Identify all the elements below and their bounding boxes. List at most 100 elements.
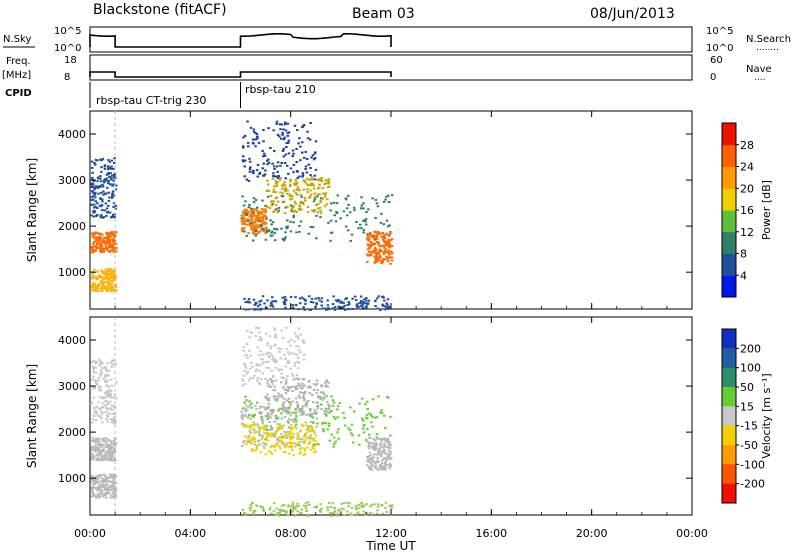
data-cell bbox=[296, 176, 299, 179]
data-cell bbox=[108, 476, 111, 479]
data-cell bbox=[91, 490, 94, 492]
data-cell bbox=[90, 402, 93, 405]
data-cell bbox=[312, 430, 316, 433]
data-cell bbox=[292, 164, 296, 166]
data-cell bbox=[111, 192, 114, 195]
data-cell bbox=[91, 457, 94, 460]
data-cell bbox=[385, 306, 388, 309]
data-cell bbox=[369, 505, 372, 508]
data-cell bbox=[276, 181, 279, 184]
data-cell bbox=[382, 200, 386, 203]
data-cell bbox=[279, 440, 282, 443]
data-cell bbox=[275, 430, 278, 433]
data-cell bbox=[274, 416, 277, 419]
data-cell bbox=[310, 178, 314, 181]
data-cell bbox=[99, 369, 103, 372]
data-cell bbox=[266, 399, 270, 401]
data-cell bbox=[251, 170, 255, 173]
data-cell bbox=[269, 425, 273, 428]
data-cell bbox=[307, 178, 311, 181]
data-cell bbox=[91, 378, 94, 381]
data-cell bbox=[90, 478, 93, 481]
data-cell bbox=[265, 397, 269, 400]
data-cell bbox=[380, 262, 383, 265]
data-cell bbox=[268, 356, 271, 359]
data-cell bbox=[272, 175, 275, 177]
data-cell bbox=[288, 361, 291, 364]
data-cell bbox=[101, 216, 105, 219]
data-cell bbox=[357, 503, 360, 506]
data-cell bbox=[265, 424, 268, 427]
data-cell bbox=[265, 366, 268, 369]
data-cell bbox=[108, 269, 112, 271]
data-cell bbox=[276, 512, 280, 515]
data-cell bbox=[112, 249, 115, 251]
data-cell bbox=[298, 302, 302, 305]
data-cell bbox=[333, 510, 337, 513]
data-cell bbox=[360, 207, 363, 210]
colorbar-tick-label: -200 bbox=[740, 478, 765, 491]
data-cell bbox=[331, 502, 335, 505]
data-cell bbox=[299, 512, 302, 515]
data-cell bbox=[247, 145, 250, 148]
data-cell bbox=[271, 383, 274, 386]
data-cell bbox=[102, 250, 105, 253]
data-cell bbox=[301, 387, 304, 390]
data-cell bbox=[267, 127, 270, 130]
data-cell bbox=[286, 189, 289, 192]
data-cell bbox=[312, 438, 315, 441]
data-cell bbox=[327, 182, 330, 185]
data-cell bbox=[255, 209, 259, 212]
data-cell bbox=[361, 417, 364, 420]
data-cell bbox=[261, 222, 264, 225]
data-cell bbox=[107, 250, 110, 253]
data-cell bbox=[365, 414, 369, 417]
data-cell bbox=[93, 494, 96, 497]
data-cell bbox=[111, 454, 114, 457]
data-cell bbox=[112, 206, 115, 208]
data-cell bbox=[277, 392, 280, 395]
ytick-label: 3000 bbox=[58, 380, 86, 393]
data-cell bbox=[379, 453, 383, 455]
data-cell bbox=[271, 162, 274, 165]
data-cell bbox=[300, 208, 303, 211]
data-cell bbox=[240, 416, 244, 419]
data-cell bbox=[350, 423, 354, 426]
data-cell bbox=[254, 308, 257, 311]
data-cell bbox=[247, 379, 251, 382]
data-cell bbox=[107, 391, 110, 394]
data-cell bbox=[271, 221, 275, 224]
data-cell bbox=[252, 220, 255, 223]
data-cell bbox=[375, 436, 378, 439]
data-cell bbox=[367, 239, 370, 242]
data-cell bbox=[276, 200, 280, 203]
data-cell bbox=[278, 423, 281, 426]
data-cell bbox=[257, 224, 260, 227]
time-tick-label: 04:00 bbox=[174, 527, 206, 540]
data-cell bbox=[303, 441, 306, 444]
data-cell bbox=[287, 417, 291, 420]
data-cell bbox=[278, 123, 282, 126]
data-cell bbox=[299, 429, 302, 432]
data-cell bbox=[256, 163, 260, 166]
data-cell bbox=[114, 207, 117, 210]
colorbar-tick-label: 4 bbox=[740, 269, 747, 282]
data-cell bbox=[101, 280, 104, 283]
data-cell bbox=[299, 451, 302, 454]
data-cell bbox=[111, 216, 114, 219]
data-cell bbox=[105, 236, 109, 239]
data-cell bbox=[251, 226, 254, 229]
data-cell bbox=[244, 423, 248, 426]
data-cell bbox=[304, 502, 308, 504]
data-cell bbox=[95, 243, 99, 246]
data-cell bbox=[250, 402, 253, 405]
data-cell bbox=[111, 452, 114, 455]
data-cell bbox=[310, 176, 313, 179]
data-cell bbox=[245, 343, 249, 346]
data-cell bbox=[242, 211, 245, 214]
data-cell bbox=[288, 185, 292, 188]
data-cell bbox=[307, 232, 310, 235]
data-cell bbox=[346, 510, 349, 513]
data-cell bbox=[109, 172, 112, 175]
data-cell bbox=[263, 173, 267, 176]
